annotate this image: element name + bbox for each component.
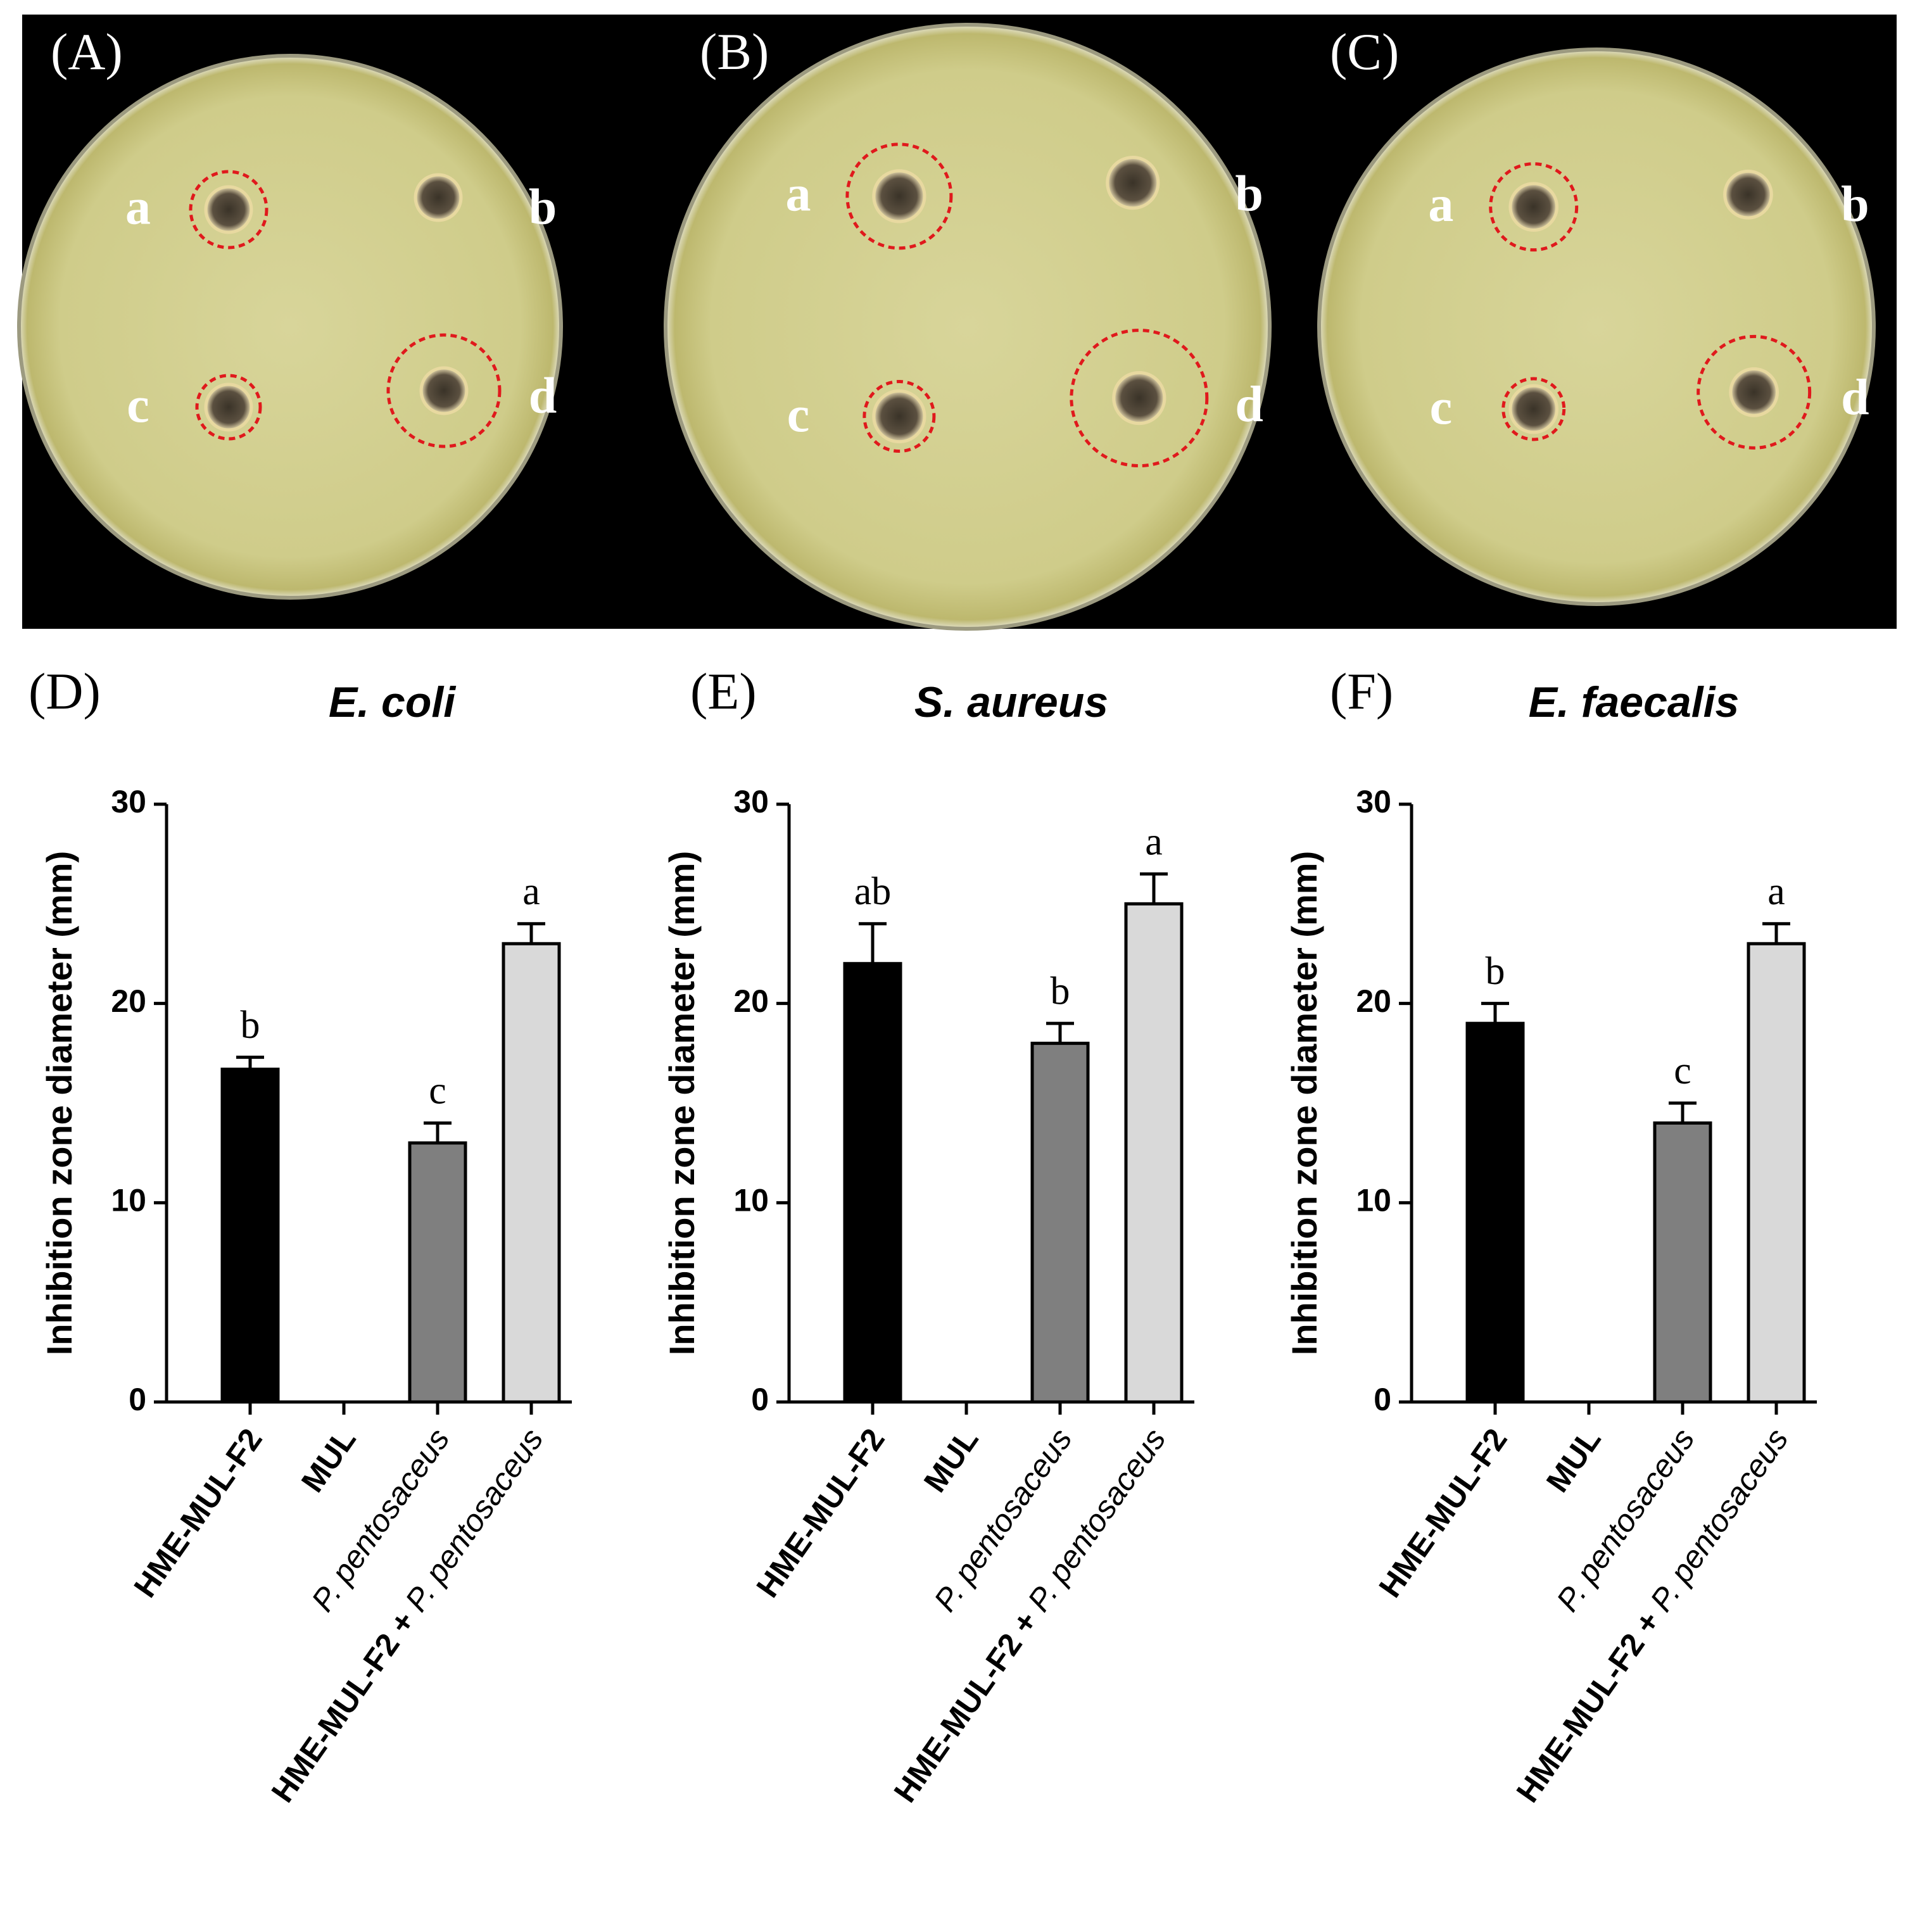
y-tick-label: 20: [111, 983, 146, 1019]
y-tick-label: 30: [733, 784, 769, 819]
bar: [502, 942, 561, 1404]
x-tick-label: MUL: [917, 1422, 985, 1499]
bar: [1030, 1042, 1090, 1404]
y-tick-label: 0: [751, 1382, 769, 1417]
petri-dish: [1317, 47, 1876, 606]
y-axis-label: Inhibition zone diameter (mm): [1284, 851, 1324, 1355]
y-tick-label: 10: [733, 1183, 769, 1218]
inhibition-zone-outline: [189, 170, 269, 249]
photo-panel-label: (B): [700, 23, 769, 80]
bar: [1653, 1121, 1712, 1404]
significance-letter: a: [1767, 870, 1785, 913]
well-label: d: [1841, 370, 1869, 426]
petri-dish: [664, 23, 1272, 631]
petri-dish: [17, 54, 563, 600]
well: [204, 382, 253, 432]
y-tick-label: 10: [111, 1183, 146, 1218]
y-tick-label: 0: [129, 1382, 146, 1417]
photo-panel-label: (C): [1330, 23, 1399, 80]
well: [1112, 370, 1166, 426]
well-label: a: [786, 167, 811, 222]
well: [1106, 156, 1160, 210]
y-tick-label: 20: [1356, 983, 1391, 1019]
well-label: c: [1430, 379, 1453, 435]
bar: [1747, 942, 1806, 1404]
significance-letter: a: [522, 870, 540, 913]
bar: [220, 1068, 280, 1404]
well: [1508, 182, 1559, 232]
well-label: c: [127, 377, 149, 433]
chart-title: E. coli: [329, 678, 457, 726]
significance-letter: c: [429, 1070, 446, 1113]
y-axis-label: Inhibition zone diameter (mm): [662, 851, 702, 1355]
significance-letter: c: [1674, 1049, 1691, 1092]
well-label: b: [529, 179, 557, 235]
y-axis-label: Inhibition zone diameter (mm): [39, 851, 79, 1355]
y-tick-label: 30: [1356, 784, 1391, 819]
inhibition-zone-outline: [1501, 377, 1566, 441]
inhibition-zone-outline: [863, 380, 936, 453]
well: [204, 185, 253, 234]
x-tick-label: HME-MUL-F2: [750, 1422, 892, 1604]
significance-letter: b: [241, 1004, 260, 1047]
photo-panel-label: (A): [51, 23, 123, 80]
well: [1723, 169, 1773, 220]
y-tick-label: 10: [1356, 1183, 1391, 1218]
chart-title: E. faecalis: [1529, 678, 1740, 726]
bar: [1124, 902, 1184, 1404]
chart-title: S. aureus: [914, 678, 1108, 726]
significance-letter: b: [1486, 950, 1505, 993]
inhibition-zone-outline: [845, 142, 953, 250]
panel-label: (F): [1330, 662, 1393, 720]
well: [414, 173, 463, 222]
well: [872, 389, 926, 444]
inhibition-zone-outline: [1489, 162, 1579, 252]
x-tick-label: MUL: [1539, 1422, 1608, 1499]
y-tick-label: 0: [1374, 1382, 1391, 1417]
bar: [408, 1141, 467, 1404]
bar: [1465, 1021, 1525, 1404]
well-label: a: [1428, 177, 1453, 232]
panel-label: (D): [28, 662, 101, 720]
well-label: c: [787, 387, 810, 443]
bar-charts: (D) E. coli Inhibition zone diameter (mm) 0…: [28, 662, 1817, 1809]
well: [419, 366, 469, 415]
well: [872, 169, 926, 224]
x-tick-label: HME-MUL-F2: [1372, 1422, 1514, 1604]
well-label: a: [125, 179, 151, 235]
panel-label: (E): [690, 662, 757, 720]
significance-letter: a: [1145, 820, 1163, 863]
well: [1508, 384, 1559, 434]
bar: [843, 962, 902, 1404]
well-label: d: [529, 368, 557, 424]
inhibition-zone-outline: [195, 374, 262, 441]
well-label: b: [1235, 167, 1263, 222]
inhibition-zone-outline: [1697, 334, 1812, 450]
well: [1729, 367, 1779, 417]
well-label: b: [1841, 177, 1869, 232]
x-tick-label: HME-MUL-F2: [127, 1422, 269, 1604]
x-tick-label: MUL: [294, 1422, 363, 1499]
significance-letter: b: [1051, 969, 1070, 1013]
inhibition-zone-outline: [386, 333, 502, 448]
well-label: d: [1235, 377, 1263, 432]
y-tick-label: 20: [733, 983, 769, 1019]
photo-panels: (A) a b c d (B) a b c d (C) a b c d: [17, 23, 1876, 631]
y-tick-label: 30: [111, 784, 146, 819]
significance-letter: ab: [854, 870, 892, 913]
inhibition-zone-outline: [1070, 329, 1209, 468]
